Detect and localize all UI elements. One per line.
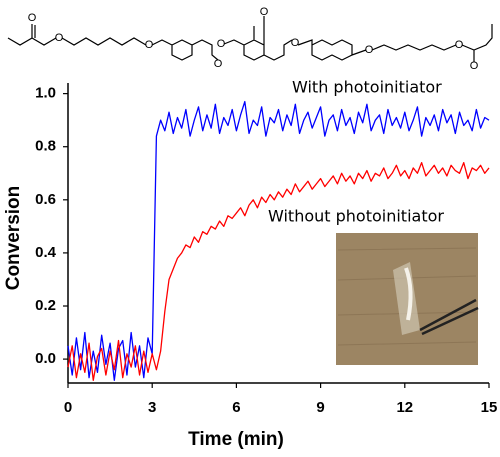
y-tick-label: 0.2 — [35, 297, 56, 314]
y-tick-label: 0.4 — [35, 244, 57, 261]
film — [393, 262, 420, 335]
series-line — [67, 162, 490, 381]
x-tick-label: 12 — [396, 399, 413, 416]
y-tick-label: 0.0 — [35, 350, 56, 367]
atom-label: O — [28, 12, 37, 24]
film-highlight — [404, 267, 413, 321]
atom-label: O — [217, 38, 226, 50]
inset-photo — [336, 233, 479, 365]
molecule-structure — [7, 16, 493, 62]
atom-label: O — [470, 60, 479, 72]
x-tick-label: 15 — [481, 399, 498, 416]
x-tick-label: 0 — [64, 399, 72, 416]
x-tick-label: 6 — [232, 399, 240, 416]
atom-label: O — [260, 6, 269, 18]
atom-label: O — [145, 39, 154, 51]
y-tick-label: 0.6 — [35, 191, 56, 208]
y-tick-label: 1.0 — [35, 85, 56, 102]
annotation: With photoinitiator — [292, 78, 442, 97]
x-tick-label: 9 — [316, 399, 324, 416]
atom-label: O — [365, 44, 374, 56]
y-tick-label: 0.8 — [35, 138, 56, 155]
x-tick-label: 3 — [148, 399, 156, 416]
atom-label: O — [291, 37, 300, 49]
series-line — [67, 100, 490, 381]
atom-label: O — [214, 58, 223, 70]
tweezers — [419, 298, 479, 336]
atom-label: O — [455, 39, 464, 51]
x-axis-title: Time (min) — [188, 429, 284, 450]
annotation: Without photoinitiator — [268, 207, 444, 226]
y-axis-title: Conversion — [3, 186, 24, 291]
atom-label: O — [55, 32, 64, 44]
